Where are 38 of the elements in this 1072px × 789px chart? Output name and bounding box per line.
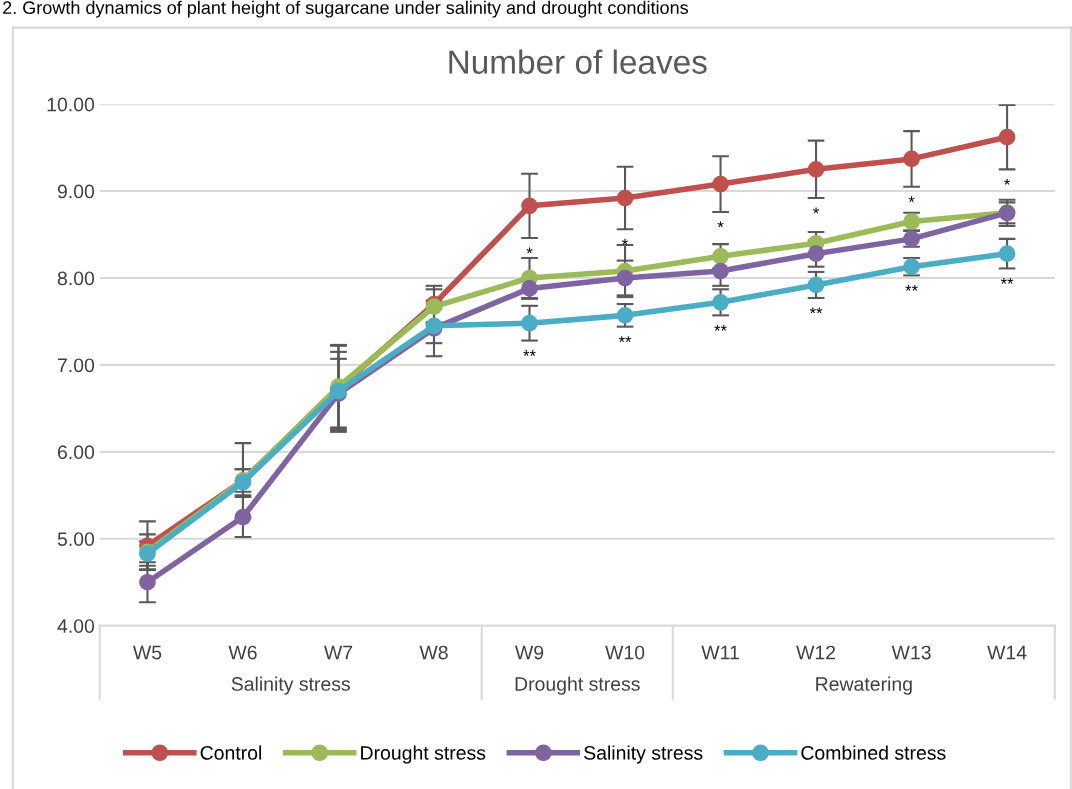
x-tick-label: W10 xyxy=(605,645,645,660)
legend-label: Drought stress xyxy=(361,745,486,764)
legend-label: Combined stress xyxy=(801,745,946,760)
legend-label: Control xyxy=(200,745,262,760)
text: Drought stress xyxy=(515,676,640,695)
annotation: ** xyxy=(714,324,727,331)
annotation: ** xyxy=(1000,277,1014,284)
y-tick-label: 9.00 xyxy=(57,184,95,199)
x-tick-label: W9 xyxy=(515,645,544,660)
x-tick-label: W12 xyxy=(796,645,836,660)
annotation: ** xyxy=(905,284,918,291)
y-tick-label: 10.00 xyxy=(47,97,95,112)
annotation: * xyxy=(622,238,629,245)
chart-title: Number of leaves xyxy=(449,49,707,74)
annotation: * xyxy=(1004,178,1011,185)
legend-label: Salinity stress xyxy=(584,745,703,764)
annotation: * xyxy=(717,221,724,228)
text: Salinity stress xyxy=(231,676,350,695)
x-tick-label: W6 xyxy=(228,645,257,660)
x-tick-label: W5 xyxy=(132,645,162,660)
annotation: ** xyxy=(809,307,823,314)
annotation: ** xyxy=(618,336,632,343)
annotation: * xyxy=(526,247,533,254)
annotation: * xyxy=(908,196,915,203)
x-tick-label: W13 xyxy=(891,645,931,660)
y-tick-label: 4.00 xyxy=(57,619,95,633)
y-tick-label: 6.00 xyxy=(57,445,95,460)
text: 2. Growth dynamics of plant height of sugarcane under salinity and drought conditions xyxy=(3,0,689,18)
y-tick-label: 8.00 xyxy=(57,271,95,286)
text: Rewatering xyxy=(816,676,912,695)
y-tick-label: 7.00 xyxy=(57,358,95,373)
x-tick-label: W14 xyxy=(987,645,1027,660)
x-tick-label: W7 xyxy=(323,645,353,660)
y-tick-label: 5.00 xyxy=(57,532,95,546)
annotation: ** xyxy=(523,350,536,356)
x-tick-label: W8 xyxy=(419,645,448,660)
x-tick-label: W11 xyxy=(701,645,739,660)
annotation: * xyxy=(813,207,820,214)
